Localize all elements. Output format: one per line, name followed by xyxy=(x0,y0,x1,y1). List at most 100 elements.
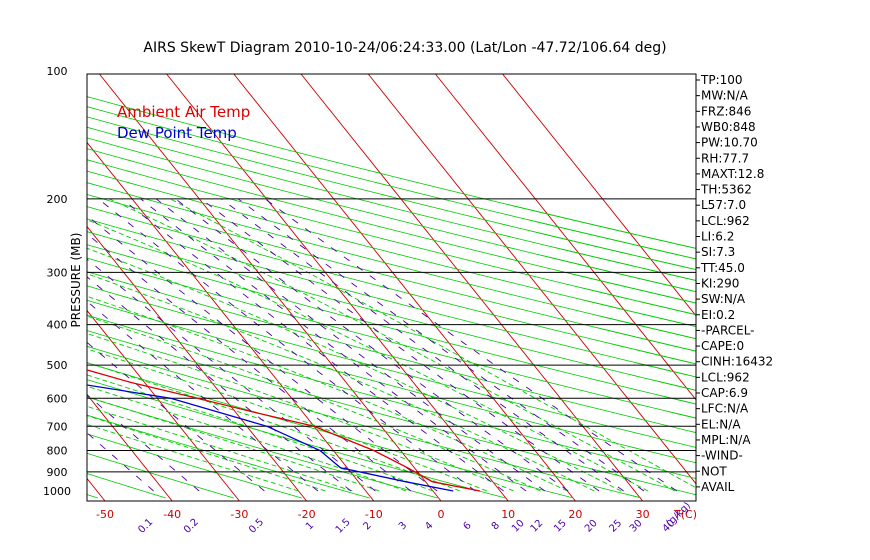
mixing-ratio-label: 0.2 xyxy=(182,517,201,536)
isotherm-line xyxy=(87,309,240,501)
mixing-ratio-labels: 0.1 0.2 0.5 1 1.5 2 3 4 6 8 10 12 15 20 25 30 40 xyxy=(136,517,677,536)
pressure-tick-label: 200 xyxy=(47,193,68,206)
bottom-temperature-tick-label: -50 xyxy=(96,508,114,521)
mixing-ratio-line xyxy=(97,198,476,492)
side-panel-value: TP:100 xyxy=(700,73,743,87)
dry-adiabat-line xyxy=(87,159,696,316)
dry-adiabat-line xyxy=(87,106,696,260)
pressure-tick-label: 400 xyxy=(47,319,68,332)
pressure-tick-label: 1000 xyxy=(43,485,71,498)
bottom-temperature-tick-label: 10 xyxy=(501,508,515,521)
dry-adiabat-line xyxy=(87,271,696,434)
side-panel-value: SW:N/A xyxy=(701,292,746,306)
dry-adiabat-line xyxy=(87,170,696,328)
bottom-temperature-tick-label: -20 xyxy=(298,508,316,521)
moist-adiabat-line xyxy=(87,247,622,492)
isotherm-line xyxy=(502,74,696,317)
mixing-ratio-label: 4 xyxy=(423,520,435,532)
pressure-tick-label: 300 xyxy=(47,266,68,279)
dry-adiabat-line xyxy=(87,285,696,448)
dry-adiabat-line xyxy=(87,148,696,304)
moist-adiabat-line xyxy=(87,405,353,492)
bottom-temperature-tick-label: -40 xyxy=(163,508,181,521)
dry-adiabat-line xyxy=(87,345,642,499)
mixing-ratio-label: 2 xyxy=(361,520,373,532)
dry-adiabat-line xyxy=(87,182,696,340)
isotherm-line xyxy=(435,74,696,401)
dry-adiabat-line xyxy=(87,330,696,496)
isotherm-line xyxy=(87,225,307,501)
moist-adiabat-line xyxy=(87,396,380,492)
plot-frame xyxy=(86,73,697,502)
mixing-ratio-line xyxy=(87,215,438,492)
side-panel-value: EI:0.2 xyxy=(701,308,735,322)
dry-adiabat-line xyxy=(87,206,696,365)
isotherm-line xyxy=(99,74,442,501)
mixing-ratio-label: 20 xyxy=(583,518,600,535)
isotherm-line xyxy=(233,74,576,501)
side-panel-value: L57:7.0 xyxy=(701,198,746,212)
dry-adiabat-line xyxy=(87,414,370,499)
bottom-temperature-ticks: -50 -40 -30 -20 -10 0 10 20 30 xyxy=(96,508,650,521)
side-panel-value: NOT xyxy=(701,464,727,478)
side-panel-value: -PARCEL- xyxy=(701,323,755,337)
legend-dew-point-temp: Dew Point Temp xyxy=(117,124,237,142)
mixing-ratio-line xyxy=(87,233,412,492)
chart-title: AIRS SkewT Diagram 2010-10-24/06:24:33.0… xyxy=(143,40,666,56)
side-panel-value: SI:7.3 xyxy=(701,245,735,259)
mixing-ratio-label: 3 xyxy=(397,520,409,532)
side-panel-value: LI:6.2 xyxy=(701,230,734,244)
dry-adiabat-line xyxy=(87,314,696,479)
mixing-ratio-label: 0.1 xyxy=(136,517,155,536)
mixing-ratio-line xyxy=(175,198,569,492)
mixing-ratio-label: 6 xyxy=(462,520,474,532)
moist-adiabat-line xyxy=(87,333,514,492)
side-panel-value: LCL:962 xyxy=(701,370,750,384)
pressure-tick-label: 600 xyxy=(47,392,68,405)
mixing-ratio-line xyxy=(140,198,527,492)
dry-adiabat-line xyxy=(87,299,696,464)
side-panel-value: TT:45.0 xyxy=(700,261,745,275)
side-panel-value: RH:77.7 xyxy=(701,151,749,165)
x-axis-title: T(C) xyxy=(673,508,697,521)
side-panel-value: CAPE:0 xyxy=(701,339,744,353)
moist-adiabat-line xyxy=(87,362,461,492)
side-panel-value: MAXT:12.8 xyxy=(701,167,764,181)
side-panel-value: CAP:6.9 xyxy=(701,386,748,400)
y-axis-title: PRESSURE (MB) xyxy=(69,233,83,328)
mixing-ratio-line xyxy=(200,198,600,492)
dry-adiabat-line xyxy=(87,137,696,293)
dry-adiabat-line xyxy=(87,126,696,281)
mixing-ratio-label: 15 xyxy=(552,518,569,535)
mixing-ratio-line xyxy=(237,198,645,492)
isotherm-line xyxy=(300,74,643,501)
pressure-ticks: 100 200 300 400 500 600 700 800 900 1000 xyxy=(43,65,71,498)
side-panel-value: TH:5362 xyxy=(700,183,752,197)
mixing-ratio-label: 1.5 xyxy=(334,517,353,536)
dry-adiabat-line xyxy=(87,231,696,391)
side-panel-value: WB0:848 xyxy=(701,120,756,134)
side-panel-value: MPL:N/A xyxy=(701,433,751,447)
dew-point-temp-line xyxy=(87,384,454,492)
dry-adiabat-line xyxy=(87,362,574,499)
pressure-tick-label: 100 xyxy=(47,65,68,78)
bottom-temperature-tick-label: 20 xyxy=(568,508,582,521)
moist-adiabat-line xyxy=(169,198,696,489)
isotherm-line xyxy=(367,74,696,485)
mixing-ratio-label: 12 xyxy=(529,518,546,535)
side-panel-value: LCL:962 xyxy=(701,214,750,228)
ambient-air-temp-line xyxy=(87,369,481,492)
bottom-temperature-tick-label: 30 xyxy=(636,508,650,521)
side-panel-value: MW:N/A xyxy=(701,89,749,103)
dry-adiabat-line xyxy=(87,193,696,352)
legend-ambient-air-temp: Ambient Air Temp xyxy=(117,103,250,121)
pressure-tick-label: 500 xyxy=(47,359,68,372)
mixing-ratio-label: 0.5 xyxy=(247,517,266,536)
dry-adiabat-line xyxy=(87,218,696,378)
mixing-ratio-label: 1 xyxy=(304,520,316,532)
pressure-tick-label: 900 xyxy=(47,466,68,479)
sounding-series xyxy=(87,369,481,492)
pressure-tick-label: 700 xyxy=(47,420,68,433)
